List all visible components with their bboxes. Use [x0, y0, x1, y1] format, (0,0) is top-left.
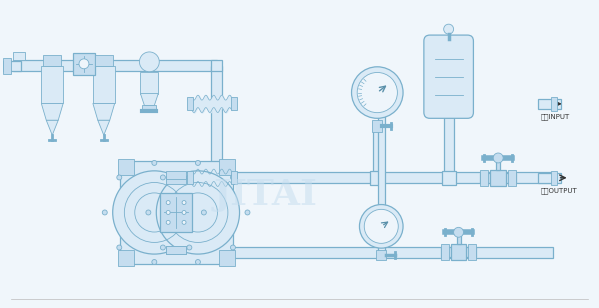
Circle shape	[187, 245, 192, 250]
Circle shape	[182, 201, 186, 205]
Bar	[480, 170, 488, 186]
Circle shape	[166, 221, 170, 224]
FancyBboxPatch shape	[424, 35, 473, 118]
Bar	[376, 250, 386, 260]
Circle shape	[359, 205, 403, 248]
Circle shape	[102, 210, 107, 215]
Circle shape	[231, 175, 235, 180]
Circle shape	[352, 67, 403, 118]
Bar	[117, 250, 134, 266]
Bar	[166, 246, 186, 254]
Bar	[490, 170, 506, 186]
Bar	[219, 159, 235, 175]
Bar	[444, 117, 453, 178]
Circle shape	[187, 175, 192, 180]
Text: JITAI: JITAI	[213, 178, 317, 212]
Circle shape	[231, 245, 235, 250]
Polygon shape	[93, 103, 114, 120]
Polygon shape	[41, 103, 63, 120]
Circle shape	[146, 210, 151, 215]
Bar	[538, 99, 561, 109]
Polygon shape	[46, 120, 58, 135]
Circle shape	[357, 72, 397, 113]
Circle shape	[245, 210, 250, 215]
Bar	[169, 252, 183, 259]
Circle shape	[201, 210, 206, 215]
Circle shape	[140, 52, 159, 72]
Circle shape	[166, 201, 170, 205]
Bar	[231, 247, 553, 257]
Bar	[166, 246, 186, 254]
Circle shape	[113, 171, 196, 254]
Bar	[93, 66, 114, 103]
Circle shape	[152, 260, 157, 265]
Bar	[166, 176, 186, 184]
Bar	[3, 61, 20, 71]
Circle shape	[166, 210, 170, 214]
Bar	[120, 161, 232, 264]
Circle shape	[161, 175, 165, 180]
Polygon shape	[98, 120, 110, 135]
Bar	[211, 60, 222, 71]
Bar	[468, 244, 476, 260]
Bar	[550, 97, 556, 111]
Bar	[550, 171, 556, 185]
Bar	[41, 66, 63, 103]
Circle shape	[182, 210, 186, 214]
Bar	[508, 170, 516, 186]
Circle shape	[453, 227, 464, 237]
Bar	[3, 58, 11, 74]
Bar	[370, 171, 384, 185]
Bar	[373, 122, 381, 178]
Circle shape	[79, 59, 89, 69]
Circle shape	[152, 160, 157, 165]
Bar	[73, 53, 95, 75]
Bar	[376, 98, 387, 110]
Circle shape	[117, 245, 122, 250]
Circle shape	[444, 24, 453, 34]
Bar	[13, 60, 217, 71]
Bar	[480, 173, 516, 183]
Bar	[140, 72, 158, 94]
Circle shape	[195, 260, 201, 265]
Text: 入口INPUT: 入口INPUT	[541, 114, 570, 120]
Bar	[219, 250, 235, 266]
Bar	[456, 234, 461, 244]
Bar	[187, 171, 193, 184]
Bar	[231, 97, 237, 110]
Circle shape	[195, 160, 201, 165]
Bar	[161, 192, 192, 232]
Bar	[166, 171, 186, 179]
Circle shape	[161, 245, 165, 250]
Bar	[441, 171, 456, 185]
Bar	[169, 166, 183, 178]
Bar	[231, 171, 237, 184]
Bar	[117, 159, 134, 175]
Bar	[43, 55, 61, 66]
Bar	[441, 247, 476, 257]
Bar	[95, 55, 113, 66]
Bar	[441, 244, 449, 260]
Circle shape	[156, 171, 240, 254]
Bar	[538, 173, 561, 183]
Polygon shape	[140, 94, 158, 105]
Bar	[13, 52, 25, 60]
Bar	[187, 97, 193, 110]
Bar	[496, 160, 500, 170]
Circle shape	[117, 175, 122, 180]
Bar	[143, 105, 156, 111]
Circle shape	[182, 221, 186, 224]
Bar	[211, 66, 222, 178]
Circle shape	[364, 209, 398, 243]
Text: 出口OUTPUT: 出口OUTPUT	[541, 188, 577, 194]
Bar	[373, 120, 382, 132]
Bar	[450, 244, 467, 260]
Bar	[378, 104, 385, 252]
Bar	[231, 172, 553, 183]
Circle shape	[493, 153, 503, 163]
